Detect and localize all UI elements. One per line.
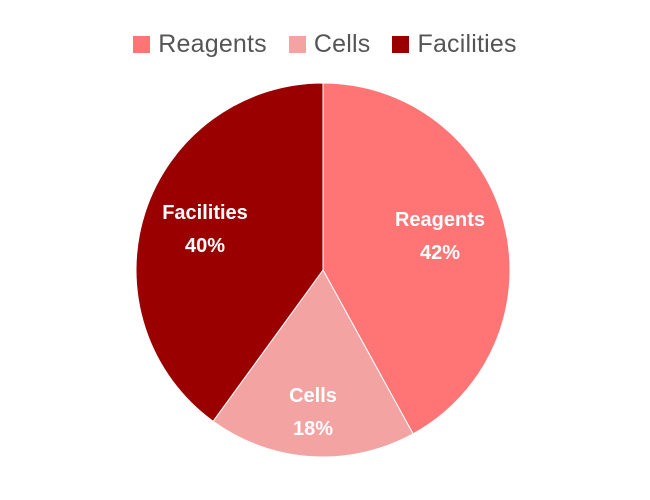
pie-slice-facilities (135, 82, 324, 422)
slice-label-facilities-value: 40% (185, 235, 225, 257)
slice-label-cells-value: 18% (293, 418, 333, 440)
legend-item-reagents: Reagents (133, 30, 267, 59)
chart-legend: Reagents Cells Facilities (0, 30, 650, 59)
legend-swatch-cells (288, 36, 306, 53)
slice-label-reagents-value: 42% (420, 242, 460, 264)
pie-slice-reagents (322, 82, 511, 435)
legend-item-cells: Cells (288, 30, 371, 59)
legend-label-reagents: Reagents (158, 30, 267, 58)
slice-label-cells-name: Cells (289, 385, 337, 407)
slice-label-reagents-name: Reagents (395, 209, 485, 231)
legend-item-facilities: Facilities (392, 30, 517, 59)
legend-label-cells: Cells (313, 30, 371, 58)
slice-label-facilities-name: Facilities (162, 202, 248, 224)
pie-slice-cells (212, 269, 414, 458)
legend-swatch-reagents (133, 36, 151, 53)
legend-swatch-facilities (392, 36, 410, 53)
legend-label-facilities: Facilities (417, 30, 517, 58)
